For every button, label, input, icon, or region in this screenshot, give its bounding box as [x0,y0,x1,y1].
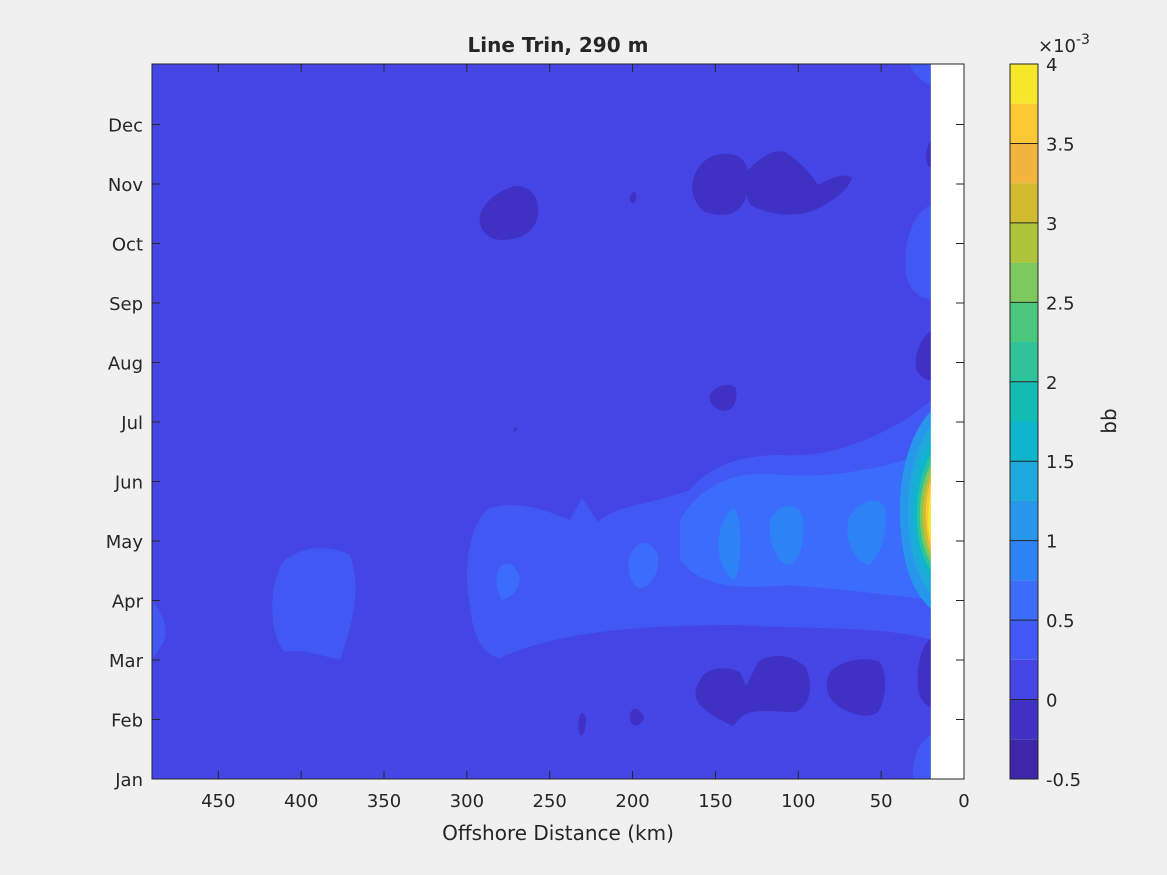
x-tick-label: 150 [698,791,732,812]
x-tick-label: 250 [533,791,567,812]
colorbar-tick-label: 2 [1046,373,1057,394]
y-tick-label: Jul [120,413,143,434]
colorbar-tick-label: -0.5 [1046,770,1081,791]
contour-bloom-patch-4 [628,542,659,588]
colorbar-tick-label: 0 [1046,691,1057,712]
y-tick-label: Dec [108,116,143,137]
colorbar-level [1010,342,1038,382]
contour-bloom-patch-5 [496,563,520,600]
contour-offshore-spring-patch [272,548,356,660]
colorbar-exponent: ×10-3 [1038,32,1090,57]
contour-nov-low-1 [692,153,749,215]
colorbar-level [1010,222,1038,263]
colorbar-level [1010,143,1038,184]
contour-bloom-patch-2 [769,505,804,565]
y-tick-label: Mar [109,651,144,672]
x-axis-label: Offshore Distance (km) [442,821,674,845]
y-axis-ticks: Jan Feb Mar Apr May Jun Jul Aug Sep Oct Nov Dec [106,116,964,791]
contour-feb-speck-1 [578,712,586,736]
contour-coastal-low-feb [917,638,932,708]
colorbar-ticks: -0.5 0 0.5 1 1.5 2 2.5 3 3.5 4 [1010,55,1081,791]
y-tick-label: Jan [114,770,143,791]
colorbar-level [1010,659,1038,700]
colorbar-level [1010,103,1038,144]
contour-jul-speck [514,427,517,432]
x-tick-label: 200 [615,791,649,812]
x-tick-label: 100 [781,791,815,812]
contour-coastal-low-aug [915,330,932,381]
contour-nov-low-2 [745,151,852,215]
y-tick-label: Oct [112,235,143,256]
contour-edge-spring-patch [152,600,166,660]
colorbar-tick-label: 3.5 [1046,134,1075,155]
contour-coastal-fall [905,205,932,300]
x-tick-label: 0 [958,791,969,812]
x-tick-label: 50 [870,791,893,812]
colorbar-tick-label: 4 [1046,55,1057,76]
y-tick-label: May [106,532,144,553]
colorbar-level [1010,183,1038,223]
colorbar-exponent-power: -3 [1076,32,1090,48]
contour-coastal-top [910,64,932,85]
y-tick-label: Feb [111,711,143,732]
y-tick-label: Aug [108,354,143,375]
contour-coastal-low-dec [925,140,932,168]
x-tick-label: 300 [450,791,484,812]
y-tick-label: Apr [112,592,144,613]
colorbar-level [1010,381,1038,422]
colorbar-level [1010,262,1038,303]
colorbar-level [1010,64,1038,104]
colorbar-label: bb [1097,408,1121,433]
contour-oct-low [479,185,539,240]
colorbar-level [1010,302,1038,343]
colorbar-tick-label: 3 [1046,214,1057,235]
chart-title: Line Trin, 290 m [468,33,649,57]
x-tick-label: 450 [201,791,235,812]
y-tick-label: Nov [108,175,143,196]
x-tick-label: 400 [284,791,318,812]
colorbar-tick-label: 0.5 [1046,611,1075,632]
x-tick-label: 350 [367,791,401,812]
y-tick-label: Sep [109,294,143,315]
contour-feb-low-2 [826,659,886,716]
colorbar-level [1010,739,1038,779]
colorbar-level [1010,421,1038,462]
colorbar [1010,64,1038,779]
plot-area [152,64,964,779]
colorbar-level [1010,699,1038,740]
contour-coastal-winter [912,735,932,779]
colorbar-exponent-base: ×10 [1038,36,1076,57]
colorbar-level [1010,580,1038,621]
y-tick-label: Jun [114,473,143,494]
colorbar-level [1010,620,1038,660]
contour-feb-low-1 [695,656,811,726]
contour-nov-speck [629,191,637,204]
x-axis-ticks: 450 400 350 300 250 200 150 100 50 0 [201,64,970,812]
colorbar-tick-label: 1.5 [1046,452,1075,473]
colorbar-level [1010,540,1038,581]
contour-bloom-patch-3 [718,509,741,580]
colorbar-level [1010,461,1038,501]
colorbar-level [1010,500,1038,541]
colorbar-tick-label: 2.5 [1046,293,1075,314]
contour-feb-speck-2 [629,708,644,726]
contour-bloom-patch-1 [847,500,886,565]
colorbar-tick-label: 1 [1046,532,1057,553]
contour-jul-low [709,384,737,411]
